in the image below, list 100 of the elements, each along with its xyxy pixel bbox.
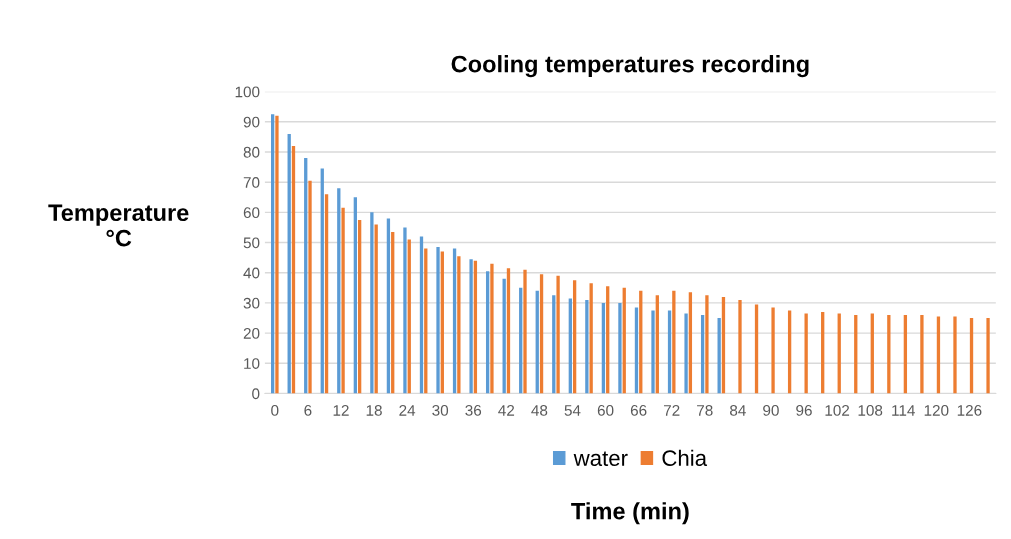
- bar: [436, 247, 440, 394]
- x-tick-label: 60: [597, 404, 614, 416]
- x-tick-label: 42: [498, 404, 515, 416]
- x-tick-label: 72: [663, 404, 680, 416]
- bar: [457, 256, 461, 394]
- bar: [754, 304, 759, 394]
- bar: [473, 260, 478, 394]
- x-tick-label: 102: [825, 404, 850, 416]
- bar: [705, 295, 709, 394]
- bar: [717, 318, 721, 394]
- bar: [519, 287, 523, 394]
- x-tick-label: 30: [432, 404, 449, 416]
- bar: [506, 268, 511, 394]
- y-tick-label: 60: [243, 207, 260, 219]
- x-tick-label: 108: [858, 404, 883, 416]
- bar: [618, 302, 622, 394]
- bar: [771, 307, 775, 394]
- bar: [854, 314, 858, 394]
- bar: [308, 180, 312, 394]
- bar: [552, 295, 556, 394]
- bar: [535, 290, 539, 394]
- bar: [572, 280, 577, 394]
- bar: [634, 307, 639, 394]
- x-tick-label: 90: [763, 404, 779, 416]
- bar: [452, 248, 457, 394]
- bar: [585, 299, 589, 394]
- bar: [821, 311, 825, 394]
- bar: [903, 314, 908, 394]
- bar: [655, 295, 659, 394]
- bar: [887, 314, 891, 394]
- bar: [556, 275, 560, 394]
- bar: [320, 168, 324, 394]
- bar: [271, 114, 275, 394]
- x-tick-label: 6: [304, 404, 312, 416]
- bar: [986, 318, 990, 394]
- bar: [651, 310, 655, 394]
- x-tick-label: 126: [957, 404, 982, 416]
- bar: [700, 314, 705, 394]
- bar: [291, 145, 296, 394]
- x-tick-label: 48: [531, 404, 548, 416]
- x-tick-label: 84: [730, 404, 746, 416]
- bar: [324, 194, 329, 394]
- bar: [523, 269, 527, 394]
- y-tick-label: 0: [252, 388, 260, 400]
- bar: [787, 310, 792, 394]
- bar: [353, 197, 357, 394]
- bar: [606, 286, 610, 394]
- bar: [337, 188, 341, 394]
- x-tick-label: 96: [796, 404, 812, 416]
- bar: [341, 207, 345, 394]
- chart-title: Cooling temperatures recording: [451, 55, 809, 78]
- x-tick-label: 18: [366, 404, 382, 416]
- bar: [502, 278, 506, 394]
- bar: [969, 318, 974, 394]
- bar: [275, 115, 279, 394]
- x-tick-label: 36: [465, 404, 482, 416]
- bar: [721, 296, 726, 394]
- bar: [622, 287, 626, 394]
- bar: [601, 302, 606, 394]
- bar: [639, 290, 643, 394]
- bar: [490, 263, 494, 394]
- x-tick-label: 0: [271, 404, 279, 416]
- y-tick-label: 100: [235, 86, 260, 98]
- bar: [688, 292, 693, 394]
- bar: [304, 158, 308, 394]
- y-tick-label: 50: [243, 237, 260, 249]
- legend-label: Chia: [662, 449, 708, 467]
- bar: [589, 283, 593, 394]
- y-tick-label: 20: [243, 327, 260, 339]
- x-tick-label: 12: [333, 404, 349, 416]
- y-tick-label: 80: [243, 146, 260, 158]
- y-tick-label: 40: [243, 267, 260, 279]
- bar: [568, 298, 572, 394]
- x-tick-label: 54: [564, 405, 581, 416]
- bar: [370, 212, 374, 394]
- bar: [386, 218, 391, 394]
- legend-label: water: [573, 451, 628, 467]
- bar: [953, 316, 957, 394]
- x-tick-label: 78: [697, 404, 713, 416]
- bar: [440, 251, 444, 394]
- bar: [287, 133, 291, 394]
- y-tick-label: 70: [243, 177, 260, 188]
- bar: [539, 274, 544, 394]
- bar: [920, 314, 924, 394]
- y-tick-label: 10: [244, 358, 260, 369]
- bar: [419, 236, 424, 394]
- bar: [738, 299, 742, 394]
- bar: [424, 248, 428, 394]
- x-axis-title: Time (min): [571, 502, 689, 525]
- bar: [403, 227, 407, 394]
- bar: [870, 313, 874, 394]
- y-tick-label: 90: [243, 116, 260, 128]
- bar: [374, 224, 378, 394]
- bar: [485, 271, 490, 394]
- x-tick-label: 114: [892, 405, 915, 416]
- bar: [672, 290, 676, 394]
- y-axis-title: Temperature °C: [48, 204, 189, 247]
- bar: [667, 310, 672, 394]
- bar: [837, 313, 841, 394]
- bar: [684, 313, 688, 394]
